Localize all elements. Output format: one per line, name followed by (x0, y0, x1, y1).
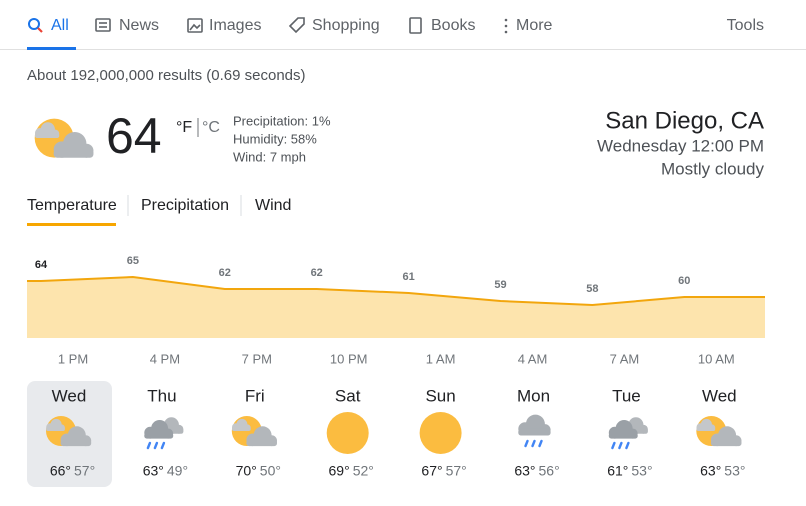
day-low: 49° (167, 463, 188, 479)
icon-cloud (232, 427, 251, 431)
icon-rain (160, 441, 166, 450)
day-low: 53° (724, 463, 745, 479)
time-label: 7 PM (242, 351, 272, 366)
active-tab-underline (27, 47, 76, 50)
time-label: 1 PM (58, 351, 88, 366)
day-high: 63° (143, 463, 164, 479)
icon-rain (538, 439, 543, 448)
icon-cloud (144, 432, 174, 439)
day-name[interactable]: Mon (517, 386, 550, 405)
wind: Wind: 7 mph (233, 149, 306, 164)
icon-rain (531, 439, 536, 448)
day-high: 63° (514, 463, 535, 479)
nav-tab[interactable]: More (516, 17, 553, 34)
icon-cloud (34, 133, 60, 139)
time-label: 10 PM (330, 351, 368, 366)
time-label: 7 AM (610, 351, 640, 366)
day-name[interactable]: Sat (335, 386, 361, 405)
nav-tab[interactable]: Shopping (312, 17, 380, 34)
nav-tab[interactable]: News (119, 17, 159, 34)
day-name[interactable]: Fri (245, 386, 265, 405)
precipitation: Precipitation: 1% (233, 113, 331, 128)
unit-c[interactable]: °C (202, 119, 220, 136)
time-label: 4 AM (518, 351, 548, 366)
chart-tab[interactable]: Wind (255, 197, 291, 214)
nav-divider (0, 49, 806, 50)
temp-label: 61 (402, 271, 414, 283)
day-high: 67° (421, 463, 442, 479)
time-label: 4 PM (150, 351, 180, 366)
time-label: 10 AM (698, 351, 735, 366)
nav-tab[interactable]: All (51, 17, 69, 34)
chart-tab-underline (27, 223, 116, 226)
nav-tab[interactable]: Books (431, 17, 475, 34)
day-name[interactable]: Sun (425, 386, 455, 405)
temp-label: 65 (127, 255, 139, 267)
icon-cloud (60, 439, 92, 447)
chart-tab[interactable]: Temperature (27, 197, 117, 214)
temp-label: 62 (311, 267, 323, 279)
day-high: 66° (50, 463, 71, 479)
day-name[interactable]: Wed (52, 386, 87, 405)
day-high: 70° (236, 463, 257, 479)
day-name[interactable]: Thu (147, 386, 176, 405)
temp-label: 59 (494, 279, 506, 291)
icon-rain (153, 441, 159, 450)
time: Wednesday 12:00 PM (597, 136, 764, 155)
time-label: 1 AM (426, 351, 456, 366)
current-temp: 64 (106, 108, 162, 164)
icon-cloud (696, 427, 716, 431)
nav-tab[interactable]: Images (209, 17, 261, 34)
icon-sun (326, 412, 369, 454)
temp-label: 58 (586, 283, 598, 295)
icon-rain (524, 439, 529, 448)
temp-label: 60 (678, 275, 690, 287)
temp-label: 64 (35, 259, 48, 271)
day-low: 57° (74, 463, 95, 479)
temperature-area (27, 277, 765, 338)
day-high: 61° (607, 463, 628, 479)
temp-label: 62 (219, 267, 231, 279)
unit-f[interactable]: °F (176, 119, 192, 136)
icon-cloud (608, 432, 638, 439)
temperature-line (27, 275, 765, 307)
humidity: Humidity: 58% (233, 131, 317, 146)
icon-cloud (246, 439, 277, 447)
day-name[interactable]: Wed (702, 386, 737, 405)
icon-sun (419, 412, 462, 454)
day-low: 57° (446, 463, 467, 479)
day-high: 63° (700, 463, 721, 479)
day-low: 53° (631, 463, 652, 479)
day-low: 56° (539, 463, 560, 479)
icon-cloud (53, 149, 94, 158)
day-low: 50° (260, 463, 281, 479)
day-low: 52° (353, 463, 374, 479)
chart-tab[interactable]: Precipitation (141, 197, 229, 214)
nav-icons (28, 17, 508, 34)
condition: Mostly cloudy (661, 159, 764, 178)
day-name[interactable]: Tue (612, 386, 641, 405)
day-high: 69° (329, 463, 350, 479)
icon-cloud (46, 427, 65, 431)
icon-rain (618, 441, 623, 450)
icon-rain (625, 441, 630, 450)
icon-rain (611, 441, 616, 450)
icon-cloud (710, 439, 742, 447)
result-stats: About 192,000,000 results (0.69 seconds) (27, 67, 306, 84)
location: San Diego, CA (605, 107, 764, 134)
icon-cloud (518, 428, 551, 436)
icon-rain (146, 441, 152, 450)
tools[interactable]: Tools (727, 17, 764, 34)
